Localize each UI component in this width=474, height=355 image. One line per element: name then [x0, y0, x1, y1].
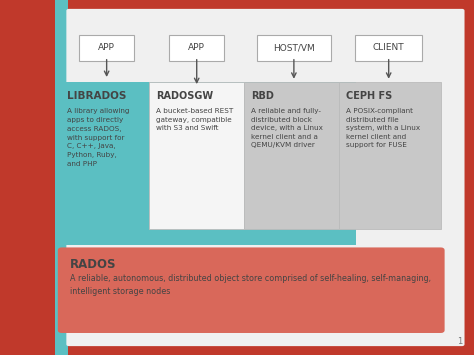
Text: A reliable, autonomous, distributed object store comprised of self-healing, self: A reliable, autonomous, distributed obje… — [70, 274, 431, 296]
FancyBboxPatch shape — [80, 35, 134, 61]
FancyBboxPatch shape — [356, 35, 422, 61]
Text: RBD: RBD — [251, 91, 274, 100]
Text: CEPH FS: CEPH FS — [346, 91, 392, 100]
Text: HOST/VM: HOST/VM — [273, 43, 315, 53]
Text: A reliable and fully-
distributed block
device, with a Linux
kernel client and a: A reliable and fully- distributed block … — [251, 108, 323, 148]
FancyBboxPatch shape — [66, 9, 465, 346]
Bar — [62, 82, 149, 245]
Text: 1: 1 — [457, 337, 462, 346]
FancyBboxPatch shape — [257, 35, 331, 61]
FancyBboxPatch shape — [244, 82, 339, 229]
Text: A POSIX-compliant
distributed file
system, with a Linux
kernel client and
suppor: A POSIX-compliant distributed file syste… — [346, 108, 420, 148]
Text: APP: APP — [98, 43, 115, 53]
FancyBboxPatch shape — [169, 35, 224, 61]
Text: RADOSGW: RADOSGW — [156, 91, 214, 100]
Bar — [62, 82, 356, 245]
Text: A bucket-based REST
gateway, compatible
with S3 and Swift: A bucket-based REST gateway, compatible … — [156, 108, 234, 131]
Text: CLIENT: CLIENT — [373, 43, 404, 53]
Text: APP: APP — [188, 43, 205, 53]
FancyBboxPatch shape — [58, 247, 445, 333]
Text: LIBRADOS: LIBRADOS — [67, 91, 127, 100]
Text: RADOS: RADOS — [70, 258, 117, 271]
FancyBboxPatch shape — [149, 82, 244, 229]
Bar — [55, 0, 68, 355]
Text: A library allowing
apps to directly
access RADOS,
with support for
C, C++, Java,: A library allowing apps to directly acce… — [67, 108, 130, 167]
FancyBboxPatch shape — [339, 82, 441, 229]
